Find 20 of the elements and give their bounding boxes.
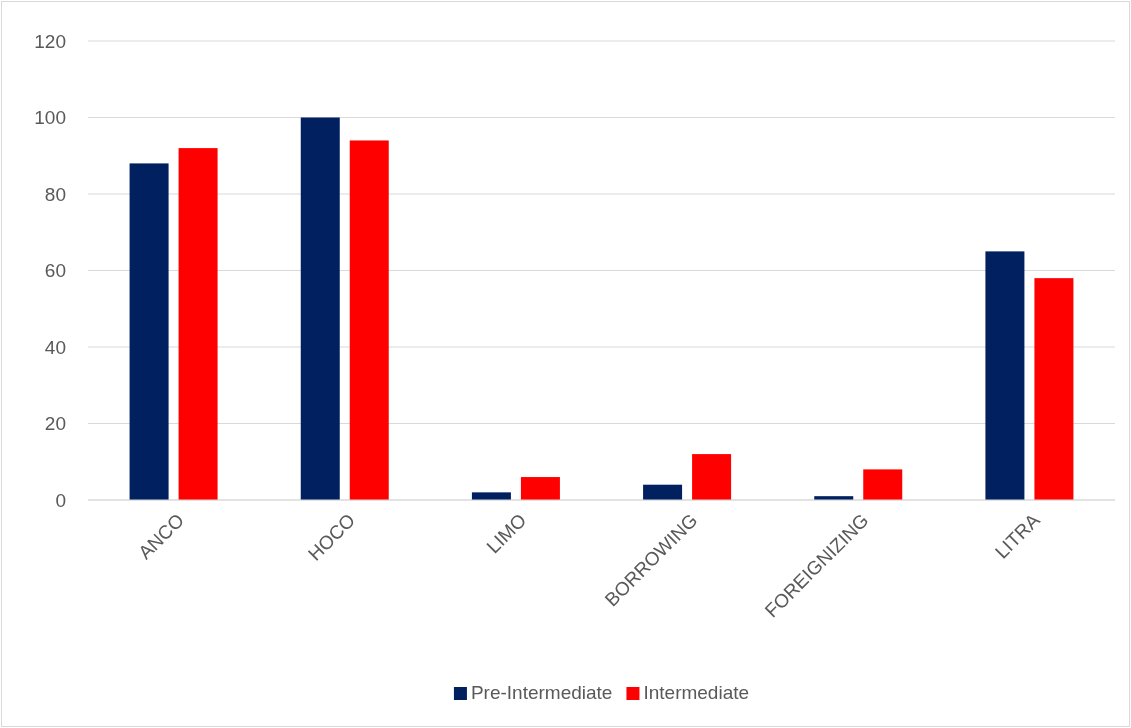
bar — [349, 140, 389, 500]
bar — [985, 251, 1025, 500]
bar — [520, 477, 560, 500]
bar — [129, 163, 169, 500]
bar — [471, 492, 511, 500]
bar — [643, 484, 683, 500]
legend-label: Intermediate — [643, 682, 750, 704]
y-tick-label: 40 — [44, 336, 66, 358]
y-tick-label: 120 — [34, 30, 66, 52]
bar — [1034, 278, 1074, 500]
bar — [863, 469, 903, 500]
y-tick-label: 100 — [34, 107, 66, 129]
bar — [300, 117, 340, 500]
legend-label: Pre-Intermediate — [470, 682, 613, 704]
y-tick-label: 20 — [44, 413, 66, 435]
y-tick-label: 60 — [44, 260, 66, 282]
bar — [692, 454, 732, 500]
bar — [178, 148, 218, 500]
y-tick-label: 80 — [44, 183, 66, 205]
y-tick-label: 0 — [55, 489, 66, 511]
